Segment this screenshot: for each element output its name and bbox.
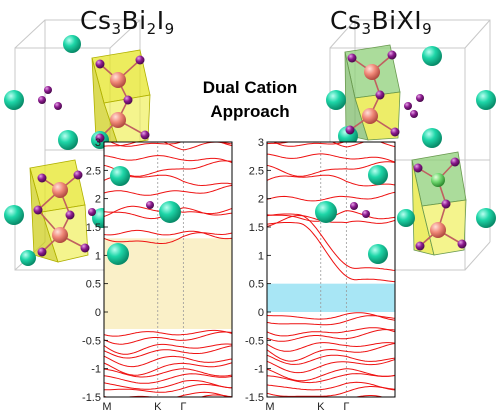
right-valence-band-1 bbox=[267, 315, 395, 326]
right-bi-atoms bbox=[362, 64, 446, 238]
right-ytick-label-1: -1 bbox=[254, 364, 264, 376]
right-band-structure-panel: -1.5 -1 -0.5 0 0.5 1 1.5 2 2.5 3 M K Γ bbox=[245, 137, 396, 410]
right-ytick-label-3: 0 bbox=[258, 307, 264, 319]
left-valence-band-0 bbox=[104, 329, 232, 337]
left-ytick-label-3: 0 bbox=[95, 307, 101, 319]
left-ytick-label-9: 3 bbox=[95, 137, 101, 149]
left-ytick-label-6: 1.5 bbox=[86, 222, 101, 234]
right-conduction-band-6 bbox=[267, 161, 395, 177]
left-conduction-band-9 bbox=[109, 142, 232, 147]
left-xtick-label-1: K bbox=[154, 401, 162, 410]
left-valence-band-5 bbox=[104, 362, 232, 376]
right-valence-band-10 bbox=[267, 381, 395, 391]
left-xtick-label-2: Γ bbox=[180, 401, 186, 410]
right-ytick-label-2: -0.5 bbox=[245, 335, 264, 347]
right-ytick-label-9: 3 bbox=[258, 137, 264, 149]
right-ytick-label-8: 2.5 bbox=[249, 165, 264, 177]
left-valence-band-11 bbox=[199, 394, 232, 397]
left-conduction-band-1 bbox=[104, 229, 232, 240]
right-xtick-label-2: Γ bbox=[343, 401, 349, 410]
left-valence-band-10 bbox=[104, 391, 231, 397]
right-valence-band-0 bbox=[267, 312, 395, 321]
left-conduction-band-0 bbox=[104, 232, 232, 244]
left-valence-band-1 bbox=[104, 331, 232, 345]
right-xtick-label-1: K bbox=[317, 401, 325, 410]
left-ytick-label-0: -1.5 bbox=[82, 392, 101, 404]
right-ytick-label-6: 1.5 bbox=[249, 222, 264, 234]
left-valence-band-6 bbox=[104, 368, 232, 378]
left-ytick-label-4: 0.5 bbox=[86, 279, 101, 291]
right-plot-frame bbox=[266, 141, 396, 398]
right-ytick-label-5: 1 bbox=[258, 250, 264, 262]
right-x-atoms bbox=[431, 173, 445, 187]
center-label-line2: Approach bbox=[210, 102, 290, 121]
left-plot-frame bbox=[103, 141, 233, 398]
right-plot-background bbox=[267, 142, 395, 397]
left-conduction-band-4 bbox=[104, 184, 232, 196]
right-conduction-band-0 bbox=[267, 222, 395, 283]
right-conduction-band-1 bbox=[267, 213, 395, 271]
dual-cation-label: Dual Cation Approach bbox=[180, 76, 320, 124]
right-conduction-band-7 bbox=[267, 153, 395, 163]
left-ytick-label-1: -1 bbox=[91, 364, 101, 376]
right-valence-band-5 bbox=[267, 343, 395, 362]
right-xtick-label-0: M bbox=[265, 401, 274, 410]
right-valence-band-8 bbox=[267, 368, 395, 382]
left-valence-band-2 bbox=[104, 343, 232, 355]
left-ytick-label-8: 2.5 bbox=[86, 165, 101, 177]
right-valence-band-6 bbox=[267, 354, 395, 365]
left-ytick-label-7: 2 bbox=[95, 194, 101, 206]
right-band-gap-region bbox=[267, 283, 395, 312]
left-conduction-band-7 bbox=[104, 155, 232, 164]
left-bi-atoms bbox=[52, 72, 126, 243]
foreground-atoms bbox=[107, 165, 388, 265]
left-ytick-label-2: -0.5 bbox=[82, 335, 101, 347]
right-valence-band-3 bbox=[267, 329, 395, 342]
right-conduction-band-5 bbox=[267, 174, 395, 187]
right-conduction-band-2 bbox=[267, 214, 395, 227]
left-valence-band-8 bbox=[104, 380, 232, 390]
left-valence-band-7 bbox=[104, 373, 232, 384]
right-ytick-label-7: 2 bbox=[258, 194, 264, 206]
left-valence-band-3 bbox=[104, 345, 232, 359]
right-conduction-band-4 bbox=[267, 191, 395, 202]
right-valence-band-4 bbox=[267, 342, 395, 352]
left-valence-band-9 bbox=[104, 383, 232, 393]
left-valence-band-4 bbox=[104, 355, 232, 368]
right-valence-band-9 bbox=[267, 373, 395, 384]
right-valence-band-7 bbox=[267, 359, 395, 374]
left-ytick-label-5: 1 bbox=[95, 250, 101, 262]
right-ytick-label-0: -1.5 bbox=[245, 392, 264, 404]
right-valence-band-11 bbox=[267, 386, 395, 397]
right-conduction-band-9 bbox=[272, 142, 395, 148]
center-label-line1: Dual Cation bbox=[202, 78, 298, 97]
right-valence-band-12 bbox=[353, 395, 385, 397]
left-formula-title: Cs3Bi2I9 bbox=[80, 6, 175, 38]
right-formula-title: Cs3BiXI9 bbox=[330, 6, 433, 38]
left-band-structure-panel: -1.5 -1 -0.5 0 0.5 1 1.5 2 2.5 3 M K Γ bbox=[82, 137, 233, 410]
right-valence-band-2 bbox=[267, 327, 395, 337]
left-xtick-label-0: M bbox=[102, 401, 111, 410]
right-ytick-label-4: 0.5 bbox=[249, 279, 264, 291]
